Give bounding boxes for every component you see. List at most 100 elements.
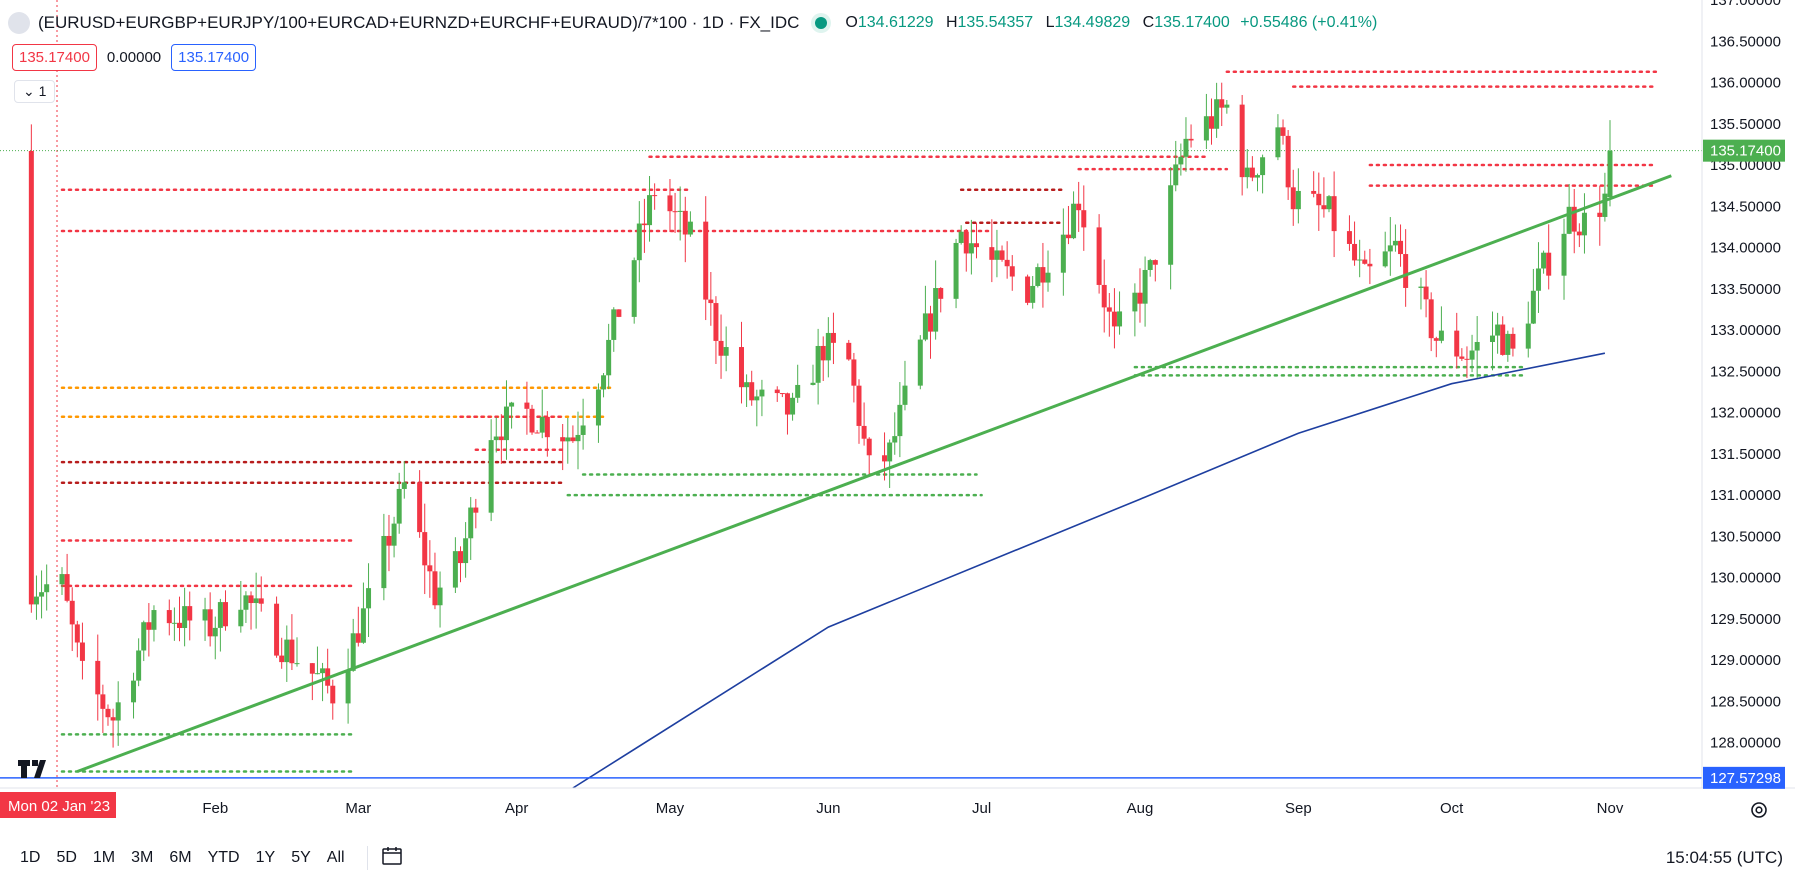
x-tick-label: May xyxy=(656,800,685,817)
calendar-icon[interactable] xyxy=(380,844,404,873)
timeframe-5y[interactable]: 5Y xyxy=(291,849,311,866)
candle-body xyxy=(703,221,709,300)
x-tick-label: Apr xyxy=(505,800,528,817)
y-tick-label: 130.00000 xyxy=(1710,570,1781,587)
timeframe-all[interactable]: All xyxy=(326,849,345,866)
candle-body xyxy=(452,551,458,588)
candle-body xyxy=(687,221,693,235)
candle-body xyxy=(631,260,637,317)
candle-body xyxy=(774,389,780,394)
candle-body xyxy=(289,639,295,664)
hline-price-badge xyxy=(1703,766,1785,789)
candle-body xyxy=(738,347,744,388)
candle-body xyxy=(1418,286,1424,288)
y-tick-label: 136.50000 xyxy=(1710,33,1781,50)
candle-body xyxy=(1035,267,1041,286)
candle-body xyxy=(212,627,218,637)
candle-body xyxy=(1071,203,1077,239)
candle-body xyxy=(1495,324,1501,336)
candle-body xyxy=(790,397,796,415)
candle-body xyxy=(580,425,586,435)
utc-clock[interactable]: 15:04:55 (UTC) xyxy=(1665,848,1783,867)
candle-body xyxy=(401,482,407,489)
candle-body xyxy=(1581,212,1587,236)
candle-body xyxy=(784,393,790,415)
candle-body xyxy=(222,602,228,627)
candle-body xyxy=(892,436,898,443)
candle-body xyxy=(503,406,509,441)
candle-body xyxy=(69,600,75,625)
candle-body xyxy=(355,633,361,643)
candle-body xyxy=(1382,251,1388,267)
price-chart[interactable]: 137.00000 136.50000 136.00000 135.50000 135.… xyxy=(0,0,1795,834)
horizontal-levels xyxy=(0,70,1702,773)
candle-body xyxy=(938,288,944,299)
candle-body xyxy=(243,595,249,610)
timeframe-6m[interactable]: 6M xyxy=(169,849,192,866)
candle-body xyxy=(1454,330,1460,357)
candle-body xyxy=(1423,286,1429,300)
y-tick-label: 132.50000 xyxy=(1710,363,1781,380)
candle-body xyxy=(1168,185,1174,265)
buy-price-button[interactable]: 135.17400 xyxy=(171,44,257,71)
indicator-count: 1 xyxy=(38,83,47,99)
candle-body xyxy=(851,359,857,386)
y-tick-label: 136.00000 xyxy=(1710,75,1781,92)
candle-body xyxy=(396,488,402,524)
timeframe-3m[interactable]: 3M xyxy=(131,849,154,866)
candle-body xyxy=(1459,356,1465,359)
candle-body xyxy=(999,250,1005,260)
candle-body xyxy=(1597,212,1603,217)
timeframe-1d[interactable]: 1D xyxy=(20,849,41,866)
timeframe-1y[interactable]: 1Y xyxy=(255,849,276,866)
candle-body xyxy=(652,195,658,197)
candle-body xyxy=(171,622,177,624)
candle-body xyxy=(1311,190,1317,194)
candle-body xyxy=(677,210,683,212)
tradingview-logo-icon xyxy=(18,758,52,784)
timeframe-1m[interactable]: 1M xyxy=(92,849,116,866)
candle-body xyxy=(534,432,540,434)
candle-body xyxy=(1111,311,1117,327)
candle-body xyxy=(866,438,872,456)
candle-body xyxy=(713,303,719,341)
candle-body xyxy=(1188,138,1194,141)
candle-body xyxy=(1081,210,1087,228)
indicators-collapse-button[interactable]: ⌄ 1 xyxy=(14,80,56,103)
candle-body xyxy=(284,639,290,663)
candle-body xyxy=(217,602,223,628)
candle-body xyxy=(1433,338,1439,341)
sell-price-button[interactable]: 135.17400 xyxy=(12,44,97,71)
candle-body xyxy=(1254,175,1260,178)
y-tick-label: 130.50000 xyxy=(1710,528,1781,545)
candle-body xyxy=(1173,164,1179,186)
candle-body xyxy=(1403,254,1409,288)
candle-body xyxy=(647,195,653,226)
candle-body xyxy=(1076,203,1082,211)
candle-body xyxy=(968,243,974,254)
candle-body xyxy=(856,385,862,426)
candle-body xyxy=(1561,233,1567,276)
candle-body xyxy=(166,610,172,624)
x-tick-label: Jun xyxy=(816,800,840,817)
candle-body xyxy=(616,309,622,317)
timeframe-5d[interactable]: 5D xyxy=(56,849,77,866)
candle-body xyxy=(202,609,208,621)
candle-body xyxy=(1469,350,1475,360)
candle-body xyxy=(994,250,1000,260)
candle-body xyxy=(1566,206,1572,234)
candle-body xyxy=(1106,307,1112,312)
candle-body xyxy=(1357,259,1363,261)
candle-body xyxy=(1280,127,1286,136)
symbol-title[interactable]: (EURUSD+EURGBP+EURJPY/100+EURCAD+EURNZD+… xyxy=(38,13,800,32)
candle-body xyxy=(488,440,494,513)
candle-body xyxy=(1525,323,1531,349)
candle-body xyxy=(1040,267,1046,283)
settings-gear-icon[interactable] xyxy=(1749,800,1769,825)
candle-body xyxy=(309,663,315,674)
candle-body xyxy=(524,402,530,409)
candle-body xyxy=(1142,269,1148,304)
timeframe-ytd[interactable]: YTD xyxy=(207,849,240,866)
candle-body xyxy=(1541,252,1547,269)
candle-body xyxy=(575,434,581,442)
